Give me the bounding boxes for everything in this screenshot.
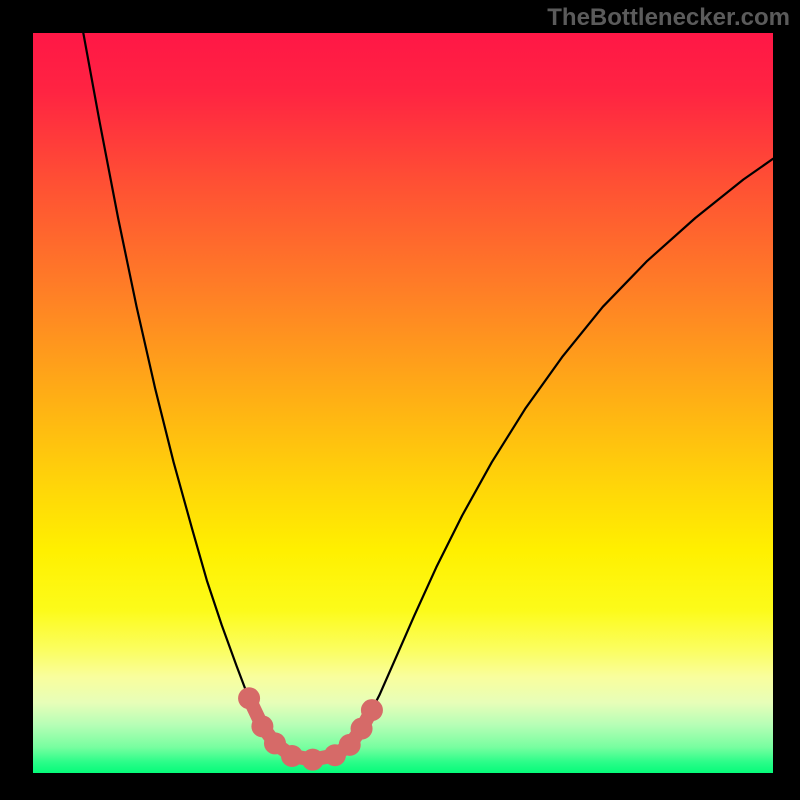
- marker-node: [361, 699, 383, 721]
- bottleneck-curve: [83, 33, 773, 760]
- chart-frame: TheBottlenecker.com: [0, 0, 800, 800]
- marker-node: [351, 718, 373, 740]
- plot-area: [33, 33, 773, 773]
- marker-node: [238, 687, 260, 709]
- chart-svg: [33, 33, 773, 773]
- watermark-text: TheBottlenecker.com: [547, 4, 790, 32]
- marker-node: [302, 749, 324, 771]
- marker-node: [281, 745, 303, 767]
